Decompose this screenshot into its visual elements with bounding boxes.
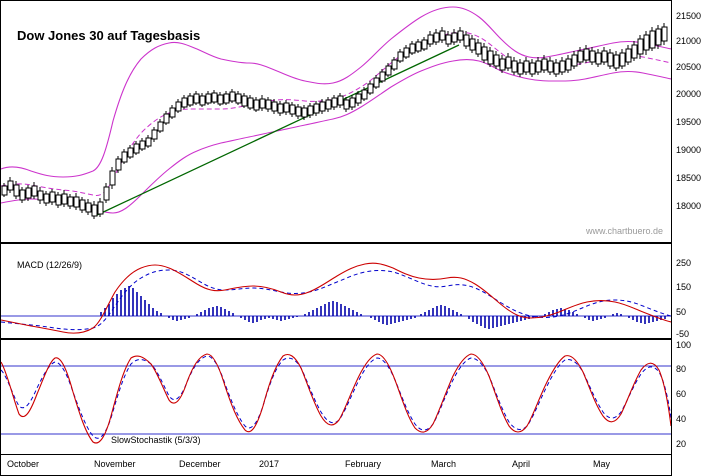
stochastic-label: SlowStochastik (5/3/3) <box>111 435 201 445</box>
macd-signal-line <box>1 269 671 331</box>
macd-ytick-50: 50 <box>676 307 687 317</box>
stochastic-k-line <box>1 353 671 444</box>
stoch-ytick-100: 100 <box>676 340 692 350</box>
moving-average-line <box>1 31 671 196</box>
x-axis-label-0: October <box>7 459 40 469</box>
stochastic-d-line <box>1 355 671 439</box>
x-axis-label-5: March <box>431 459 457 469</box>
stoch-ytick-80: 80 <box>676 364 687 374</box>
price-ytick-18500: 18500 <box>676 173 702 183</box>
stochastic-chart-svg <box>1 353 671 444</box>
stoch-ytick-60: 60 <box>676 389 687 399</box>
price-ytick-20000: 20000 <box>676 89 702 99</box>
uptrend-line <box>96 44 460 216</box>
bollinger-upper-band <box>1 6 671 178</box>
price-panel: Dow Jones 30 auf Tagesbasis www.chartbue… <box>0 0 672 243</box>
macd-panel: MACD (12/26/9) <box>0 243 672 339</box>
price-ytick-19000: 19000 <box>676 145 702 155</box>
watermark: www.chartbuero.de <box>585 226 663 236</box>
x-axis-label-3: 2017 <box>259 459 280 469</box>
price-ytick-20500: 20500 <box>676 62 702 72</box>
x-axis-label-4: February <box>345 459 382 469</box>
macd-line <box>1 262 671 334</box>
macd-ytick-150: 150 <box>676 282 692 292</box>
price-ytick-18000: 18000 <box>676 201 702 211</box>
stoch-ytick-20: 20 <box>676 439 687 449</box>
macd-ytick-neg50: -50 <box>676 329 690 339</box>
candlestick-series <box>1 23 668 219</box>
price-chart-svg <box>1 6 671 219</box>
time-axis: October November December 2017 February … <box>0 455 672 476</box>
x-axis-label-6: April <box>512 459 531 469</box>
macd-label: MACD (12/26/9) <box>17 260 83 270</box>
y-axis-labels: 21500 21000 20500 20000 19500 19000 1850… <box>674 0 723 476</box>
stochastic-panel: SlowStochastik (5/3/3) <box>0 339 672 455</box>
macd-ytick-250: 250 <box>676 258 692 268</box>
price-ytick-21000: 21000 <box>676 36 702 46</box>
x-axis-label-7: May <box>593 459 611 469</box>
bollinger-lower-band <box>1 58 671 214</box>
x-axis-label-2: December <box>179 459 221 469</box>
macd-histogram <box>100 286 666 329</box>
stoch-ytick-40: 40 <box>676 414 687 424</box>
x-axis-label-1: November <box>94 459 136 469</box>
price-ytick-21500: 21500 <box>676 11 702 21</box>
page-title: Dow Jones 30 auf Tagesbasis <box>17 28 201 43</box>
price-ytick-19500: 19500 <box>676 117 702 127</box>
macd-chart-svg <box>1 262 671 334</box>
